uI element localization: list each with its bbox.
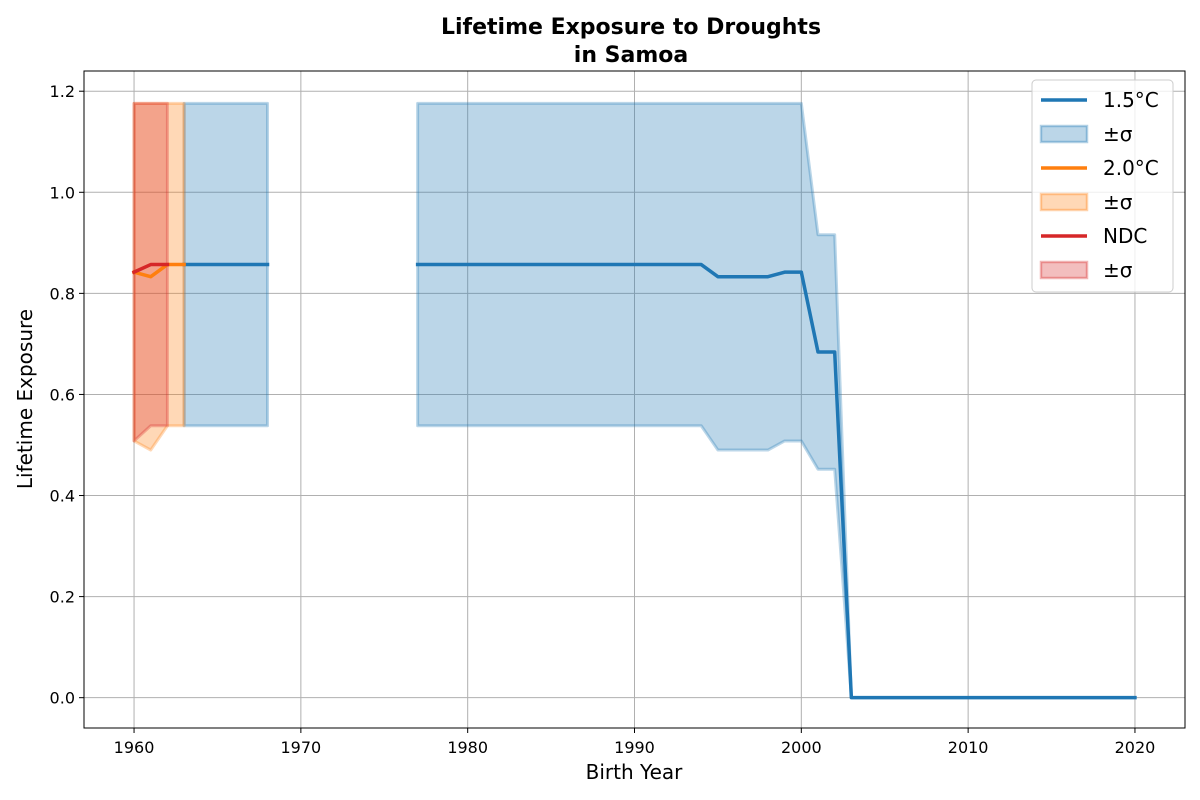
series-lines bbox=[131, 262, 1137, 700]
y-tick-label: 0.4 bbox=[50, 487, 75, 506]
legend-label-20c: 2.0°C bbox=[1103, 156, 1159, 180]
y-tick-label: 1.0 bbox=[50, 183, 75, 202]
x-tick-label: 2000 bbox=[781, 738, 822, 757]
chart-title-line-2: in Samoa bbox=[574, 43, 688, 68]
y-tick-label: 1.2 bbox=[50, 82, 75, 101]
grid bbox=[84, 71, 1185, 728]
legend-label-15c: 1.5°C bbox=[1103, 88, 1159, 112]
line-15c bbox=[415, 262, 1137, 700]
y-tick-label: 0.8 bbox=[50, 284, 75, 303]
x-tick-label: 2020 bbox=[1115, 738, 1156, 757]
x-tick-label: 1960 bbox=[114, 738, 155, 757]
legend-patch-15c bbox=[1039, 124, 1089, 144]
uncertainty-bands bbox=[132, 101, 1137, 700]
line-20c bbox=[131, 262, 186, 279]
legend: 1.5°C ±σ 2.0°C ±σ NDC ±σ bbox=[1031, 79, 1174, 293]
x-tick-label: 1980 bbox=[447, 738, 488, 757]
x-axis-ticks: 1960 1970 1980 1990 2000 2010 2020 bbox=[114, 728, 1156, 757]
y-axis-ticks: 0.0 0.2 0.4 0.6 0.8 1.0 1.2 bbox=[50, 82, 84, 708]
legend-patch-20c bbox=[1039, 192, 1089, 212]
chart-title-line-1: Lifetime Exposure to Droughts bbox=[441, 15, 821, 40]
y-tick-label: 0.6 bbox=[50, 385, 75, 404]
x-tick-label: 2010 bbox=[948, 738, 989, 757]
band-20c bbox=[132, 101, 186, 452]
legend-box bbox=[1031, 79, 1174, 293]
legend-band-label-20c: ±σ bbox=[1103, 190, 1133, 214]
line-ndc bbox=[131, 262, 170, 275]
legend-band-label-ndc: ±σ bbox=[1103, 258, 1133, 282]
band-ndc bbox=[132, 101, 169, 443]
legend-band-label-15c: ±σ bbox=[1103, 122, 1133, 146]
y-tick-label: 0.0 bbox=[50, 689, 75, 708]
x-tick-label: 1990 bbox=[614, 738, 655, 757]
y-tick-label: 0.2 bbox=[50, 588, 75, 607]
legend-label-ndc: NDC bbox=[1103, 224, 1147, 248]
legend-patch-ndc bbox=[1039, 260, 1089, 280]
x-tick-label: 1970 bbox=[281, 738, 322, 757]
y-axis-label: Lifetime Exposure bbox=[13, 309, 37, 489]
x-axis-label: Birth Year bbox=[586, 760, 683, 784]
